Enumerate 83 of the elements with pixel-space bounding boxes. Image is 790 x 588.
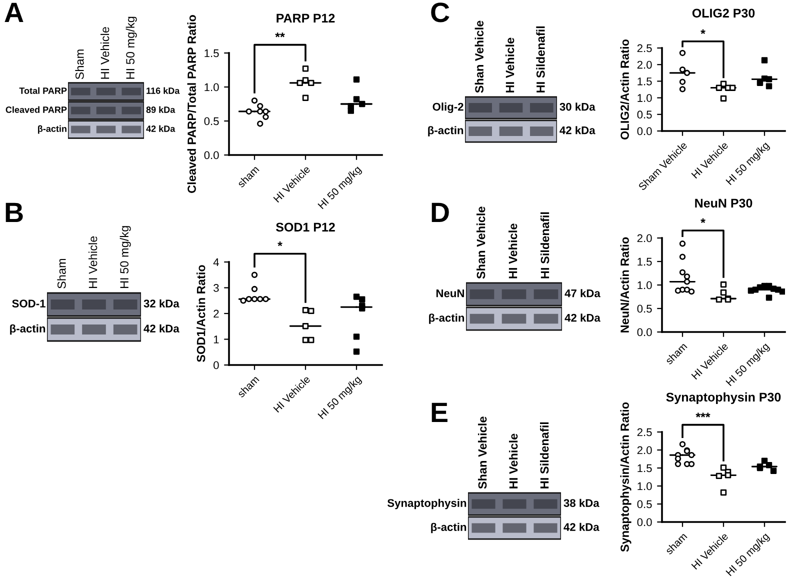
chart-title: OLIG2 P30 <box>692 8 755 18</box>
y-tick-label: 1.0 <box>638 281 652 290</box>
y-axis-title: OLIG2/Actin Ratio <box>620 39 630 140</box>
y-tick-label: 1.0 <box>638 94 652 102</box>
text: D <box>432 202 449 222</box>
y-tick-label: 0.0 <box>637 127 652 136</box>
category-label: 89 kDa <box>146 106 176 113</box>
y-tick-label: 0.0 <box>637 518 652 526</box>
y-axis-title: Cleaved PARP/Total PARP Ratio <box>187 15 196 193</box>
y-tick-label: 1.0 <box>638 482 652 490</box>
category-label: HI 50 mg/kg <box>120 226 131 288</box>
y-tick-label: 1.5 <box>638 258 652 266</box>
category-label: Sham <box>57 258 66 288</box>
category-label: 32 kDa <box>144 299 180 308</box>
category-label: 38 kDa <box>564 498 600 507</box>
category-label: Cleaved PARP <box>6 106 67 113</box>
category-label: SOD-1 <box>12 300 46 308</box>
y-axis-title: Synaptophysin/Actin Ratio <box>620 402 632 552</box>
category-label: Shan Vehicle <box>478 416 487 489</box>
y-tick-label: 2.0 <box>637 60 652 69</box>
y-axis-title: NeuN/Actin Ratio <box>620 237 630 332</box>
category-label: HI 50 mg/kg <box>126 16 137 79</box>
category-label: HI Vehicle <box>509 434 518 488</box>
y-tick-label: 0.0 <box>204 151 219 160</box>
y-tick-label: 1.5 <box>638 464 652 472</box>
category-label: Shan Vehicle <box>474 20 484 93</box>
category-label: β-actin <box>10 324 46 335</box>
category-label: 30 kDa <box>560 102 596 111</box>
category-label: β-actin <box>428 126 464 136</box>
category-label: Synaptophysin <box>387 498 466 510</box>
category-label: 47 kDa <box>564 289 600 298</box>
category-label: 42 kDa <box>564 522 600 531</box>
text: E <box>432 402 448 422</box>
y-tick-label: 2.5 <box>637 428 652 436</box>
y-tick-label: 1.5 <box>204 49 219 58</box>
category-label: β-actin <box>38 125 66 134</box>
category-label: HI Vehicle <box>508 224 518 278</box>
y-tick-label: 0.5 <box>637 304 652 313</box>
text: *** <box>696 412 710 418</box>
y-tick-label: 0.5 <box>637 500 652 508</box>
category-label: Total PARP <box>19 87 67 94</box>
category-label: HI Sildenafil <box>540 422 549 488</box>
category-label: HI Sildenafil <box>540 212 550 278</box>
text: C <box>431 2 450 22</box>
chart-title: PARP P12 <box>276 14 335 22</box>
text: * <box>700 29 706 34</box>
y-tick-label: 0.5 <box>204 117 219 126</box>
category-label: 42 kDa <box>146 125 176 132</box>
category-label: HI Vehicle <box>88 236 98 288</box>
category-label: Olig-2 <box>432 102 464 113</box>
y-tick-label: 1 <box>214 336 219 344</box>
text: A <box>4 2 24 22</box>
category-label: 116 kDa <box>146 87 180 94</box>
text: ** <box>275 32 285 38</box>
category-label: 42 kDa <box>144 324 180 332</box>
y-tick-label: 1.0 <box>204 83 219 92</box>
category-label: β-actin <box>429 314 464 324</box>
category-label: β-actin <box>431 522 466 534</box>
category-label: HI Sildenafil <box>536 26 545 92</box>
text: * <box>700 218 706 223</box>
chart-title: NeuN P30 <box>695 198 752 208</box>
y-tick-label: 2.0 <box>637 234 652 242</box>
y-tick-label: 0.5 <box>637 110 652 119</box>
y-tick-label: 2.0 <box>637 446 652 454</box>
category-label: Shan Vehicle <box>476 206 486 279</box>
text: B <box>6 202 23 222</box>
y-tick-label: 1.5 <box>638 78 652 86</box>
category-label: HI Vehicle <box>505 38 514 92</box>
y-tick-label: 0.0 <box>637 328 652 336</box>
y-tick-label: 2.5 <box>637 44 652 52</box>
y-tick-label: 4 <box>213 258 219 266</box>
category-label: 42 kDa <box>564 314 600 322</box>
y-tick-label: 0 <box>214 361 219 370</box>
category-label: Sham <box>75 50 84 80</box>
y-tick-label: 2 <box>214 310 219 318</box>
chart-title: SOD1 P12 <box>276 222 335 232</box>
y-tick-label: 3 <box>214 284 219 292</box>
category-label: HI Vehicle <box>100 27 110 79</box>
text: * <box>278 242 282 246</box>
chart-title: Synaptophysin P30 <box>666 392 781 404</box>
y-axis-title: SOD1/Actin Ratio <box>196 265 206 362</box>
category-label: NeuN <box>436 289 464 298</box>
category-label: 42 kDa <box>560 126 596 134</box>
